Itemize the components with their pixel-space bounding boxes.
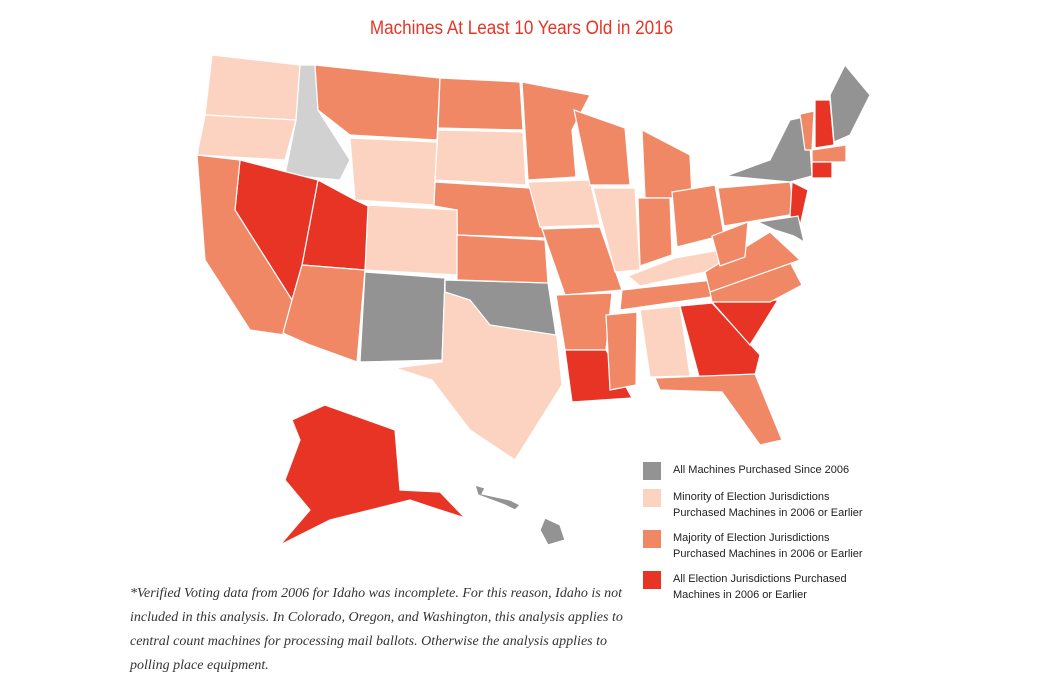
legend-label: All Machines Purchased Since 2006 bbox=[673, 464, 850, 476]
legend-item: All Election Jurisdictions Purchased Mac… bbox=[643, 571, 883, 603]
legend-label: All Election Jurisdictions Purchased Mac… bbox=[673, 573, 847, 601]
hawaii bbox=[539, 517, 566, 546]
illinois bbox=[592, 187, 641, 273]
indiana bbox=[637, 197, 673, 267]
legend-item: Majority of Election Jurisdictions Purch… bbox=[643, 530, 883, 562]
south-dakota bbox=[434, 129, 527, 186]
legend-swatch bbox=[643, 489, 661, 507]
hawaii-islands bbox=[474, 484, 522, 511]
maine bbox=[829, 63, 871, 143]
legend-swatch bbox=[643, 462, 661, 480]
legend-label: Minority of Election Jurisdictions Purch… bbox=[673, 491, 863, 519]
maryland bbox=[755, 215, 805, 244]
washington bbox=[204, 54, 301, 121]
oregon bbox=[196, 114, 297, 161]
iowa bbox=[527, 179, 601, 228]
legend-item: Minority of Election Jurisdictions Purch… bbox=[643, 489, 883, 521]
north-dakota bbox=[437, 77, 524, 131]
west-virginia bbox=[711, 221, 749, 267]
virginia bbox=[704, 231, 802, 293]
new-mexico bbox=[359, 271, 446, 363]
states bbox=[196, 54, 871, 546]
new-hampshire bbox=[814, 99, 835, 149]
colorado bbox=[364, 204, 459, 276]
footnote: *Verified Voting data from 2006 for Idah… bbox=[130, 586, 623, 673]
map-title: Machines At Least 10 Years Old in 2016 bbox=[369, 18, 674, 39]
legend-swatch bbox=[643, 530, 661, 548]
minnesota bbox=[521, 81, 591, 181]
legend-swatch bbox=[643, 571, 661, 589]
kansas bbox=[456, 234, 549, 284]
connecticut bbox=[811, 161, 833, 179]
massachusetts bbox=[811, 144, 847, 163]
arizona bbox=[282, 264, 366, 363]
montana bbox=[314, 64, 441, 141]
new-york bbox=[725, 115, 813, 183]
wisconsin bbox=[573, 109, 631, 186]
legend-label: Majority of Election Jurisdictions Purch… bbox=[673, 532, 863, 560]
georgia bbox=[679, 302, 761, 381]
florida bbox=[654, 373, 783, 446]
wyoming bbox=[349, 137, 438, 206]
alaska bbox=[279, 404, 466, 546]
mississippi bbox=[605, 311, 638, 391]
arkansas bbox=[555, 292, 613, 351]
legend: All Machines Purchased Since 2006 Minorit… bbox=[643, 462, 883, 612]
michigan bbox=[641, 128, 693, 199]
legend-item: All Machines Purchased Since 2006 bbox=[643, 462, 883, 480]
